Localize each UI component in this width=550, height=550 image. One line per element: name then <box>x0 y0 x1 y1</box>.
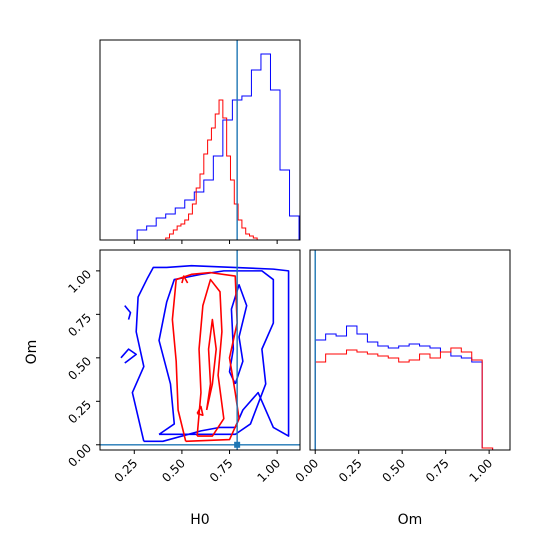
h0-histogram-blue <box>136 53 300 240</box>
om-x-tick-label-0: 0.00 <box>293 456 322 485</box>
h0-tick-label-1: 0.50 <box>159 456 188 485</box>
red-contour-3 <box>181 275 189 284</box>
om-x-tick-label-2: 0.50 <box>380 456 409 485</box>
blue-contour-4 <box>120 348 137 364</box>
blue-contour-3 <box>124 305 132 320</box>
blue-contour-1 <box>158 270 275 436</box>
om-y-tick-label-2: 0.50 <box>65 354 94 383</box>
blue-contour-0 <box>131 264 290 443</box>
h0-histogram-frame <box>99 39 301 241</box>
om-x-tick-label-1: 0.25 <box>336 456 365 485</box>
contour-panel-frame <box>99 249 301 451</box>
y-axis-label-om: Om <box>24 340 40 365</box>
red-contour-0 <box>171 271 240 443</box>
red-contour-4 <box>196 405 204 417</box>
red-contour-1 <box>196 278 225 437</box>
h0-histogram-panel <box>99 39 301 244</box>
om-y-tick-label-1: 0.25 <box>65 398 94 427</box>
x-axis-label-om: Om <box>398 512 423 528</box>
h0-tick-label-2: 0.75 <box>207 456 236 485</box>
om-y-tick-label-4: 1.00 <box>65 267 94 296</box>
h0-tick-label-3: 1.00 <box>254 456 283 485</box>
om-histogram-red <box>314 347 494 450</box>
red-contour-2 <box>205 318 217 411</box>
om-x-tick-label-4: 1.00 <box>466 456 495 485</box>
om-y-tick-label-0: 0.00 <box>65 441 94 470</box>
h0-histogram-red <box>165 99 258 240</box>
om-x-tick-label-3: 0.75 <box>423 456 452 485</box>
x-axis-label-h0: H0 <box>190 512 209 528</box>
h0-om-contour-panel: 0.25 0.50 0.75 1.00 0.00 0.25 0.50 0.75 1.00 <box>65 249 301 485</box>
om-histogram-blue <box>314 325 494 450</box>
om-y-tick-label-3: 0.75 <box>65 311 94 340</box>
h0-tick-label-0: 0.25 <box>112 456 141 485</box>
truth-point <box>234 441 241 448</box>
om-histogram-frame <box>309 249 511 451</box>
om-histogram-panel: 0.00 0.25 0.50 0.75 1.00 <box>293 249 511 485</box>
